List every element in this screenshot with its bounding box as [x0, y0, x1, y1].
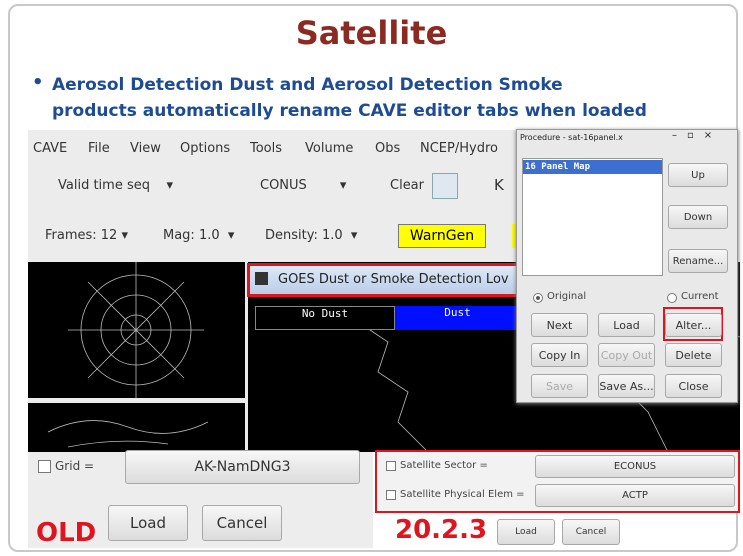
- menu-item[interactable]: View: [130, 141, 161, 156]
- field-label: Satellite Sector =: [400, 460, 488, 471]
- procedure-button[interactable]: Delete: [665, 343, 722, 367]
- mag-label: Mag: 1.0: [163, 228, 220, 243]
- field-value[interactable]: ACTP: [535, 484, 735, 507]
- procedure-button[interactable]: Alter...: [665, 313, 722, 337]
- density-dropdown[interactable]: Density: 1.0 ▾: [265, 228, 357, 243]
- new-load-button[interactable]: Load: [497, 519, 555, 545]
- menu-item[interactable]: NCEP/Hydro: [420, 141, 498, 156]
- radio-circle[interactable]: [533, 293, 543, 303]
- procedure-button[interactable]: Save As...: [598, 374, 655, 398]
- colorbar-no-dust: No Dust: [255, 306, 395, 330]
- menu-item[interactable]: Tools: [250, 141, 282, 156]
- bullet-text: Aerosol Detection Dust and Aerosol Detec…: [52, 72, 652, 124]
- menu-item[interactable]: CAVE: [33, 141, 67, 156]
- clear-button[interactable]: Clear: [390, 178, 424, 193]
- field-label: Satellite Physical Elem =: [400, 489, 525, 500]
- tab-icon: [255, 272, 268, 285]
- procedure-button[interactable]: Save: [531, 374, 588, 398]
- procedure-button[interactable]: Close: [665, 374, 722, 398]
- old-label: OLD: [36, 518, 96, 548]
- old-cancel-button[interactable]: Cancel: [202, 505, 282, 541]
- frames-label: Frames: 12: [45, 228, 117, 243]
- procedure-button[interactable]: Load: [598, 313, 655, 337]
- side-button[interactable]: Up: [668, 163, 728, 187]
- new-cancel-button[interactable]: Cancel: [562, 519, 620, 545]
- mag-dropdown[interactable]: Mag: 1.0 ▾: [163, 228, 234, 243]
- scale-label: CONUS: [260, 178, 307, 193]
- grid-value[interactable]: AK-NamDNG3: [125, 450, 360, 484]
- time-label: Valid time seq: [58, 178, 150, 193]
- field-value[interactable]: ECONUS: [535, 455, 735, 478]
- old-load-button[interactable]: Load: [108, 505, 188, 541]
- warngen-button[interactable]: WarnGen: [398, 224, 486, 248]
- side-button[interactable]: Down: [668, 205, 728, 229]
- menu-item[interactable]: Obs: [375, 141, 400, 156]
- procedure-button[interactable]: Next: [531, 313, 588, 337]
- procedure-title: Procedure - sat-16panel.x: [520, 133, 623, 142]
- density-label: Density: 1.0: [265, 228, 343, 243]
- fullscreen-icon[interactable]: [432, 173, 458, 199]
- new-label: 20.2.3: [395, 515, 487, 545]
- scale-dropdown[interactable]: CONUS ▾: [260, 178, 346, 193]
- frames-dropdown[interactable]: Frames: 12 ▾: [45, 228, 128, 243]
- procedure-list: [522, 158, 663, 276]
- window-controls[interactable]: –▫×: [672, 130, 722, 141]
- grid-checkbox[interactable]: Grid =: [38, 459, 94, 473]
- editor-tab[interactable]: GOES Dust or Smoke Detection Lov: [247, 263, 522, 297]
- colorbar-dust: Dust: [395, 306, 520, 330]
- slide-title: Satellite: [0, 14, 743, 52]
- side-button[interactable]: Rename...: [668, 249, 728, 273]
- grid-label: Grid =: [55, 459, 94, 473]
- menu-item[interactable]: File: [88, 141, 110, 156]
- time-dropdown[interactable]: Valid time seq ▾: [58, 178, 173, 193]
- field-checkbox[interactable]: [386, 490, 396, 500]
- first-frame-icon[interactable]: K: [494, 176, 504, 194]
- menu-item[interactable]: Options: [180, 141, 230, 156]
- procedure-button[interactable]: Copy Out: [598, 343, 655, 367]
- procedure-button[interactable]: Copy In: [531, 343, 588, 367]
- menu-item[interactable]: Volume: [305, 141, 353, 156]
- procedure-item[interactable]: 16 Panel Map: [523, 160, 662, 174]
- slide: Satellite • Aerosol Detection Dust and A…: [0, 0, 743, 556]
- field-checkbox[interactable]: [386, 461, 396, 471]
- bullet-dot: •: [32, 72, 44, 93]
- radio-circle[interactable]: [667, 293, 677, 303]
